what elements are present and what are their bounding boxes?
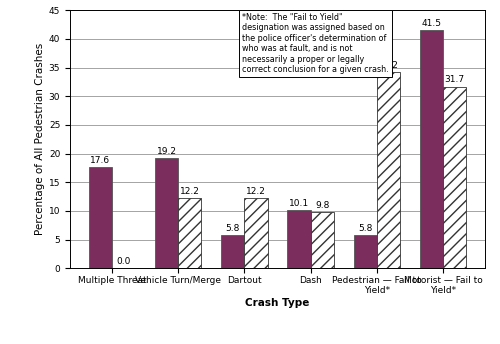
Bar: [420, 30, 443, 268]
Text: 5.8: 5.8: [358, 224, 372, 233]
Y-axis label: Percentage of All Pedestrian Crashes: Percentage of All Pedestrian Crashes: [34, 43, 44, 235]
Text: 10.1: 10.1: [289, 199, 309, 208]
Bar: [443, 87, 466, 268]
Text: 31.7: 31.7: [444, 75, 464, 84]
Bar: [155, 158, 178, 268]
Text: 12.2: 12.2: [180, 187, 200, 196]
Text: 9.8: 9.8: [315, 201, 330, 210]
Text: 12.2: 12.2: [246, 187, 266, 196]
X-axis label: Crash Type: Crash Type: [246, 298, 310, 308]
Bar: [89, 168, 112, 268]
Bar: [354, 235, 377, 268]
Bar: [310, 212, 334, 268]
Text: 19.2: 19.2: [156, 147, 176, 156]
Bar: [377, 72, 400, 268]
Text: 17.6: 17.6: [90, 156, 110, 165]
Bar: [221, 235, 244, 268]
Bar: [288, 211, 310, 268]
Bar: [244, 198, 268, 268]
Text: 34.2: 34.2: [378, 61, 398, 70]
Text: 41.5: 41.5: [422, 19, 442, 28]
Text: *Note:  The "Fail to Yield"
designation was assigned based on
the police officer: *Note: The "Fail to Yield" designation w…: [242, 13, 389, 74]
Bar: [178, 198, 202, 268]
Text: 0.0: 0.0: [116, 257, 131, 266]
Text: 5.8: 5.8: [226, 224, 240, 233]
